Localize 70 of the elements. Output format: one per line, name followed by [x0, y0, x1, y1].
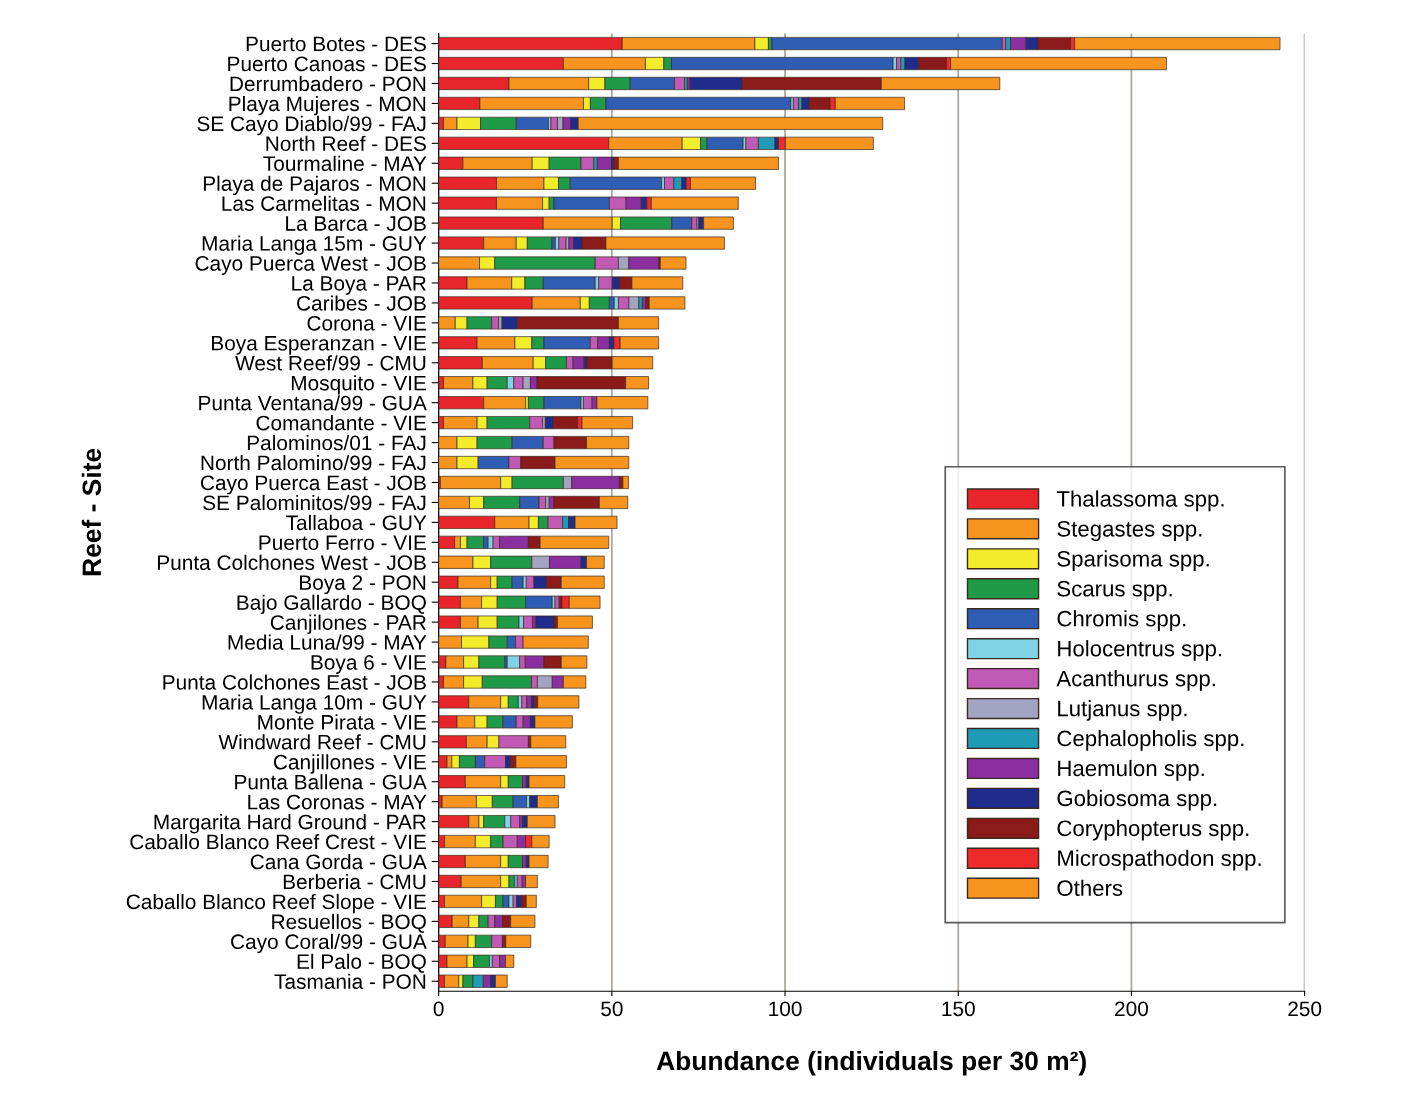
y-tick-label: Punta Colchones West - JOB [157, 554, 426, 571]
y-tick-label: SE Cayo Diablo/99 - FAJ [197, 115, 426, 136]
y-tick-label: Cana Gorda - GUA [250, 853, 427, 870]
y-tick-label: Playa de Pajaros - MON [203, 175, 426, 196]
y-tick-label: SE Palominitos/99 - FAJ [203, 494, 426, 511]
y-tick-label: El Palo - BOQ [297, 953, 426, 973]
legend-label: Others [1057, 879, 1123, 897]
legend-label: Microspathodon spp. [1058, 849, 1261, 871]
y-tick-label: Tasmania - PON [274, 973, 426, 989]
y-tick-label: Maria Langa 15m - GUY [202, 235, 427, 255]
x-tick-label: 200 [1115, 1001, 1148, 1017]
y-tick-label: Puerto Canoas - DES [228, 56, 426, 72]
x-tick-label: 150 [942, 1001, 975, 1017]
y-tick-label: Caballo Blanco Reef Crest - VIE [130, 834, 426, 850]
y-tick-label: Cayo Puerca East - JOB [200, 475, 426, 495]
y-tick-label: La Barca - JOB [286, 216, 426, 231]
y-tick-label: Caballo Blanco Reef Slope - VIE [126, 893, 426, 914]
y-tick-label: Corona - VIE [307, 315, 426, 331]
legend-label: Thalassoma spp. [1056, 490, 1224, 512]
y-tick-label: Resuellos - BOQ [272, 913, 426, 933]
y-tick-label: Boya 2 - PON [300, 575, 426, 595]
x-tick-label: 250 [1288, 1001, 1322, 1017]
y-tick-label: Margarita Hard Ground - PAR [154, 814, 426, 834]
y-tick-label: Windward Reef - CMU [218, 734, 426, 750]
y-tick-label: Puerto Ferro - VIE [259, 535, 426, 551]
x-tick-label: 50 [601, 1001, 623, 1017]
y-tick-label: Berberia - CMU [283, 873, 426, 890]
y-tick-label: Cayo Puerca West - JOB [195, 256, 426, 275]
legend-label: Gobiosoma spp. [1057, 789, 1217, 811]
legend-label: Acanthurus spp. [1056, 670, 1215, 691]
legend-label: Sparisoma spp. [1057, 550, 1209, 572]
y-tick-label: Maria Langa 10m - GUY [202, 694, 427, 714]
legend-label: Lutjanus spp. [1058, 700, 1187, 721]
y-tick-label: La Boya - PAR [292, 276, 426, 295]
x-tick-label: 0 [433, 1001, 444, 1017]
y-tick-label: Playa Mujeres - MON [229, 95, 426, 116]
y-tick-label: Derrumbadero - PON [230, 75, 426, 92]
y-tick-label: Las Carmelitas - MON [222, 195, 426, 211]
y-tick-label: Canjillones - VIE [273, 754, 426, 774]
y-tick-label: Punta Colchones East - JOB [163, 674, 426, 690]
y-tick-label: Canjilones - PAR [270, 614, 426, 634]
y-tick-label: Tourmaline - MAY [263, 155, 427, 172]
legend-label: Stegastes spp. [1057, 520, 1202, 542]
y-tick-label: Boya 6 - VIE [311, 655, 426, 674]
y-tick-label: Mosquito - VIE [291, 375, 426, 395]
y-axis-title: Reef - Site [81, 448, 102, 576]
x-axis-title: Abundance (individuals per 30 m²) [656, 1050, 1086, 1076]
y-tick-label: Las Coronas - MAY [248, 794, 427, 810]
y-tick-label: Comandante - VIE [256, 415, 426, 431]
y-tick-label: Media Luna/99 - MAY [228, 634, 427, 650]
legend-label: Haemulon spp. [1058, 759, 1204, 781]
y-tick-label: Bajo Gallardo - BOQ [237, 594, 426, 615]
legend-label: Chromis spp. [1057, 610, 1186, 631]
y-tick-label: Monte Pirata - VIE [258, 714, 426, 730]
y-tick-label: Caribes - JOB [297, 295, 426, 311]
y-tick-label: Cayo Coral/99 - GUA [231, 933, 427, 954]
x-tick-label: 100 [769, 1001, 802, 1017]
y-tick-label: Boya Esperanzan - VIE [212, 336, 426, 355]
y-tick-label: Tallaboa - GUY [286, 514, 427, 531]
y-tick-label: North Palomino/99 - FAJ [201, 454, 426, 471]
y-tick-label: Palominos/01 - FAJ [247, 435, 426, 451]
y-tick-label: West Reef/99 - CMU [235, 355, 426, 371]
legend-label: Scarus spp. [1057, 580, 1172, 601]
y-tick-label: Punta Ballena - GUA [235, 774, 427, 790]
y-tick-label: Punta Ventana/99 - GUA [199, 395, 427, 411]
legend-label: Coryphopterus spp. [1057, 819, 1249, 841]
legend-label: Holocentrus spp. [1058, 640, 1222, 661]
legend-label: Cephalopholis spp. [1057, 729, 1244, 751]
y-tick-label: Puerto Botes - DES [246, 36, 426, 52]
y-tick-label: North Reef - DES [266, 135, 426, 152]
